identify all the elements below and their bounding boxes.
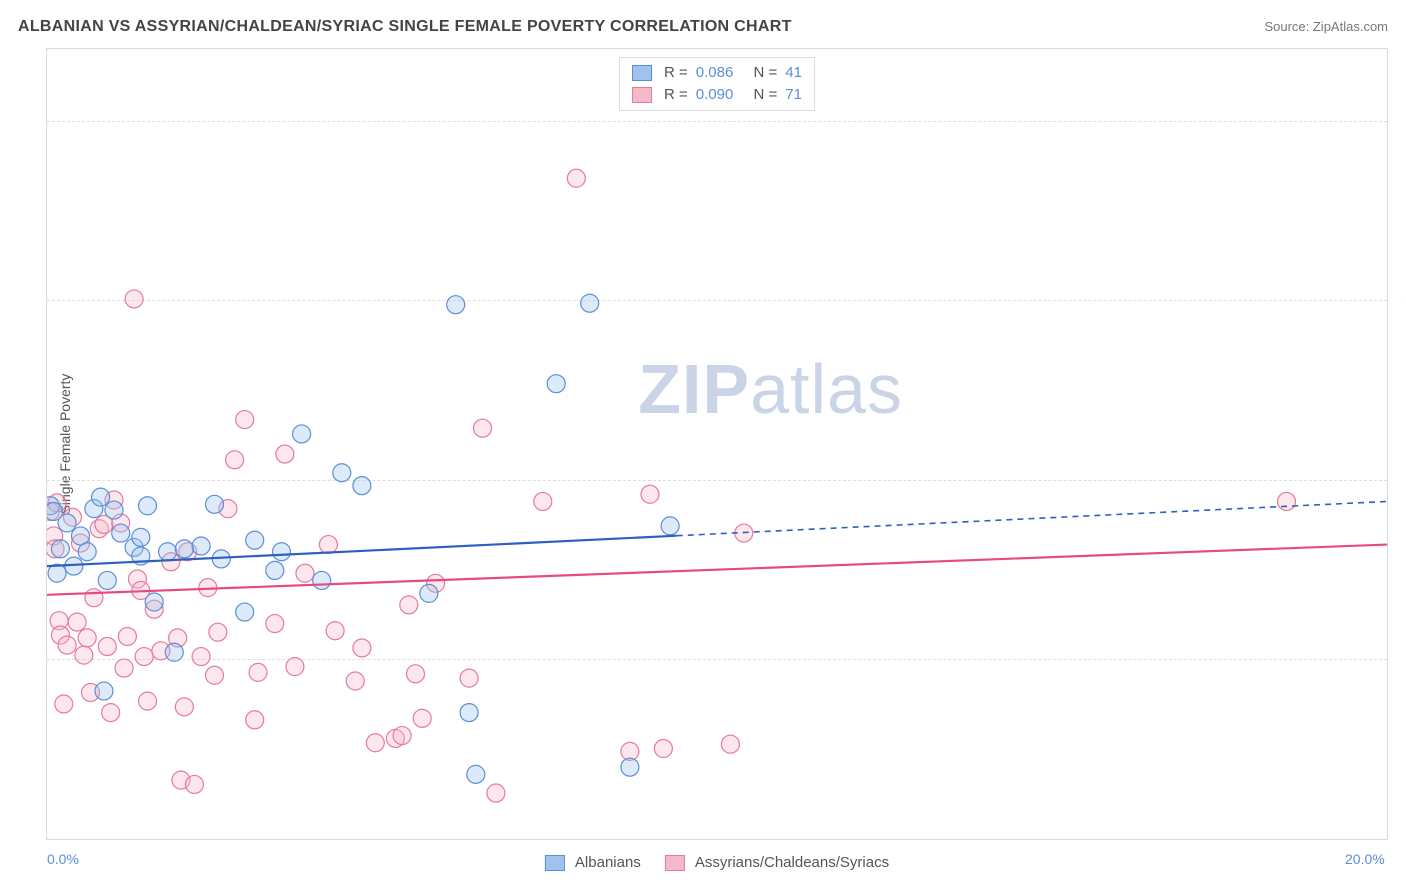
data-point [413,709,431,727]
data-point [145,593,163,611]
data-point [58,636,76,654]
data-point [132,528,150,546]
data-point [98,638,116,656]
data-point [236,603,254,621]
legend-row-assyrians: R = 0.090 N = 71 [632,84,802,106]
scatter-svg [47,49,1387,839]
data-point [98,571,116,589]
data-point [447,296,465,314]
data-point [175,540,193,558]
swatch-icon [665,855,685,871]
data-point [78,543,96,561]
data-point [326,622,344,640]
source-attribution: Source: ZipAtlas.com [1264,19,1388,34]
data-point [474,419,492,437]
data-point [246,711,264,729]
data-point [139,497,157,515]
legend-item-assyrians: Assyrians/Chaldeans/Syriacs [665,854,889,871]
data-point [581,294,599,312]
data-point [246,531,264,549]
data-point [139,692,157,710]
data-point [400,596,418,614]
data-point [165,643,183,661]
data-point [102,704,120,722]
data-point [249,663,267,681]
n-value: 71 [785,84,802,106]
chart-title: ALBANIAN VS ASSYRIAN/CHALDEAN/SYRIAC SIN… [18,18,792,36]
data-point [721,735,739,753]
data-point [407,665,425,683]
data-point [333,464,351,482]
data-point [393,727,411,745]
x-tick-label: 20.0% [1345,851,1385,867]
data-point [266,615,284,633]
data-point [95,682,113,700]
data-point [460,669,478,687]
plot-area: Single Female Poverty ZIPatlas R = 0.086… [46,48,1388,840]
data-point [420,584,438,602]
data-point [534,492,552,510]
data-point [55,695,73,713]
data-point [276,445,294,463]
data-point [92,488,110,506]
data-point [266,561,284,579]
x-tick-label: 0.0% [47,851,79,867]
data-point [135,648,153,666]
data-point [621,758,639,776]
data-point [78,629,96,647]
data-point [296,564,314,582]
data-point [185,775,203,793]
data-point [273,543,291,561]
data-point [467,765,485,783]
data-point [487,784,505,802]
data-point [353,477,371,495]
data-point [319,536,337,554]
data-point [641,485,659,503]
data-point [293,425,311,443]
legend-item-albanians: Albanians [545,854,641,871]
data-point [366,734,384,752]
data-point [192,648,210,666]
header: ALBANIAN VS ASSYRIAN/CHALDEAN/SYRIAC SIN… [18,18,1388,36]
legend-stats: R = 0.086 N = 41 R = 0.090 N = 71 [619,57,815,111]
data-point [115,659,133,677]
data-point [175,698,193,716]
data-point [1278,492,1296,510]
data-point [68,613,86,631]
data-point [346,672,364,690]
legend-row-albanians: R = 0.086 N = 41 [632,62,802,84]
data-point [286,658,304,676]
data-point [226,451,244,469]
data-point [112,524,130,542]
r-value: 0.090 [696,84,734,106]
data-point [209,623,227,641]
data-point [192,537,210,555]
data-point [547,375,565,393]
data-point [567,169,585,187]
data-point [654,740,672,758]
data-point [125,290,143,308]
n-value: 41 [785,62,802,84]
data-point [353,639,371,657]
data-point [105,501,123,519]
swatch-icon [632,87,652,103]
data-point [206,495,224,513]
data-point [75,646,93,664]
legend-series: Albanians Assyrians/Chaldeans/Syriacs [545,854,889,871]
data-point [206,666,224,684]
data-point [58,514,76,532]
data-point [661,517,679,535]
swatch-icon [632,65,652,81]
r-value: 0.086 [696,62,734,84]
trendline [47,545,1387,595]
data-point [51,540,69,558]
data-point [85,589,103,607]
swatch-icon [545,855,565,871]
data-point [313,571,331,589]
data-point [159,543,177,561]
data-point [236,411,254,429]
data-point [118,627,136,645]
data-point [460,704,478,722]
